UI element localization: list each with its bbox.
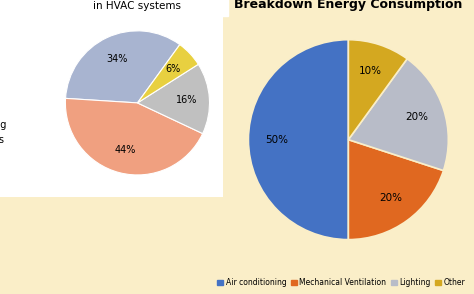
Title: Breakdown Energy Consumption
in HVAC systems: Breakdown Energy Consumption in HVAC sys… [52, 0, 223, 11]
Title: Breakdown Energy Consumption: Breakdown Energy Consumption [234, 0, 463, 11]
Text: 6%: 6% [165, 64, 181, 74]
Wedge shape [348, 59, 448, 171]
Wedge shape [348, 40, 407, 140]
Legend: Fans, Cooling, Pumps: Fans, Cooling, Pumps [0, 100, 11, 149]
Wedge shape [65, 31, 180, 103]
Wedge shape [248, 40, 348, 240]
Text: 44%: 44% [115, 145, 136, 155]
Text: 20%: 20% [405, 112, 428, 122]
Wedge shape [137, 45, 198, 103]
Wedge shape [137, 64, 210, 133]
Legend: Air conditioning, Mechanical Ventilation, Lighting, Other: Air conditioning, Mechanical Ventilation… [214, 275, 468, 290]
Wedge shape [65, 98, 203, 175]
Text: 16%: 16% [176, 95, 197, 105]
Text: 34%: 34% [106, 54, 128, 64]
Text: 50%: 50% [265, 135, 288, 145]
Wedge shape [348, 140, 444, 240]
Text: 20%: 20% [379, 193, 402, 203]
Text: 10%: 10% [359, 66, 382, 76]
